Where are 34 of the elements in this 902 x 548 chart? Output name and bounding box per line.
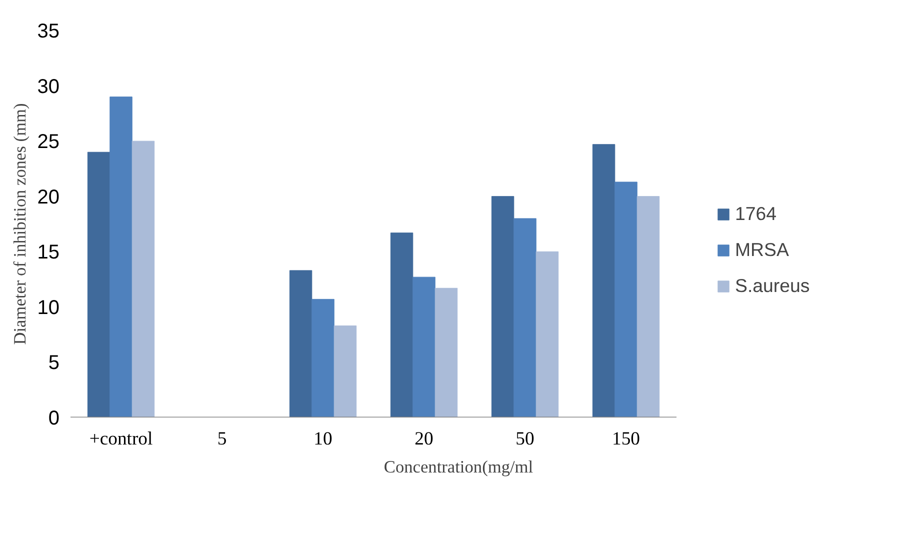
y-tick-label: 15 [37, 242, 60, 264]
x-tick-label: 50 [516, 428, 534, 450]
y-axis-title: Diameter of inhibition zones (mm) [10, 102, 30, 345]
bar [614, 182, 638, 418]
y-tick-label: 0 [48, 408, 60, 430]
x-axis-title: Concentration(mg/ml [384, 458, 534, 476]
bar [87, 152, 110, 418]
legend-label: S.aureus [735, 275, 810, 297]
bar [312, 298, 334, 418]
x-tick-label: 20 [414, 428, 434, 450]
y-tick-label: 25 [37, 131, 60, 154]
bar [592, 144, 616, 418]
bar [636, 196, 660, 418]
bar [334, 325, 357, 418]
y-tick-label: 30 [37, 76, 60, 98]
x-tick-label: +control [89, 428, 153, 450]
legend-label: MRSA [735, 239, 789, 261]
bar [412, 276, 436, 418]
x-tick-label: 150 [612, 428, 640, 450]
bar [390, 232, 414, 418]
bar [110, 96, 132, 418]
y-tick-label: 20 [37, 186, 60, 208]
x-tick-label: 5 [217, 428, 227, 450]
bar [491, 196, 514, 418]
y-tick-label: 35 [37, 20, 60, 42]
bar [132, 140, 155, 418]
bar [434, 288, 458, 418]
bar [289, 270, 312, 418]
legend-label: 1764 [735, 203, 777, 225]
y-tick-label: 5 [48, 352, 60, 374]
x-tick-label: 10 [314, 428, 332, 450]
bar [536, 251, 559, 418]
bar [514, 218, 536, 418]
y-tick-label: 10 [37, 296, 60, 319]
